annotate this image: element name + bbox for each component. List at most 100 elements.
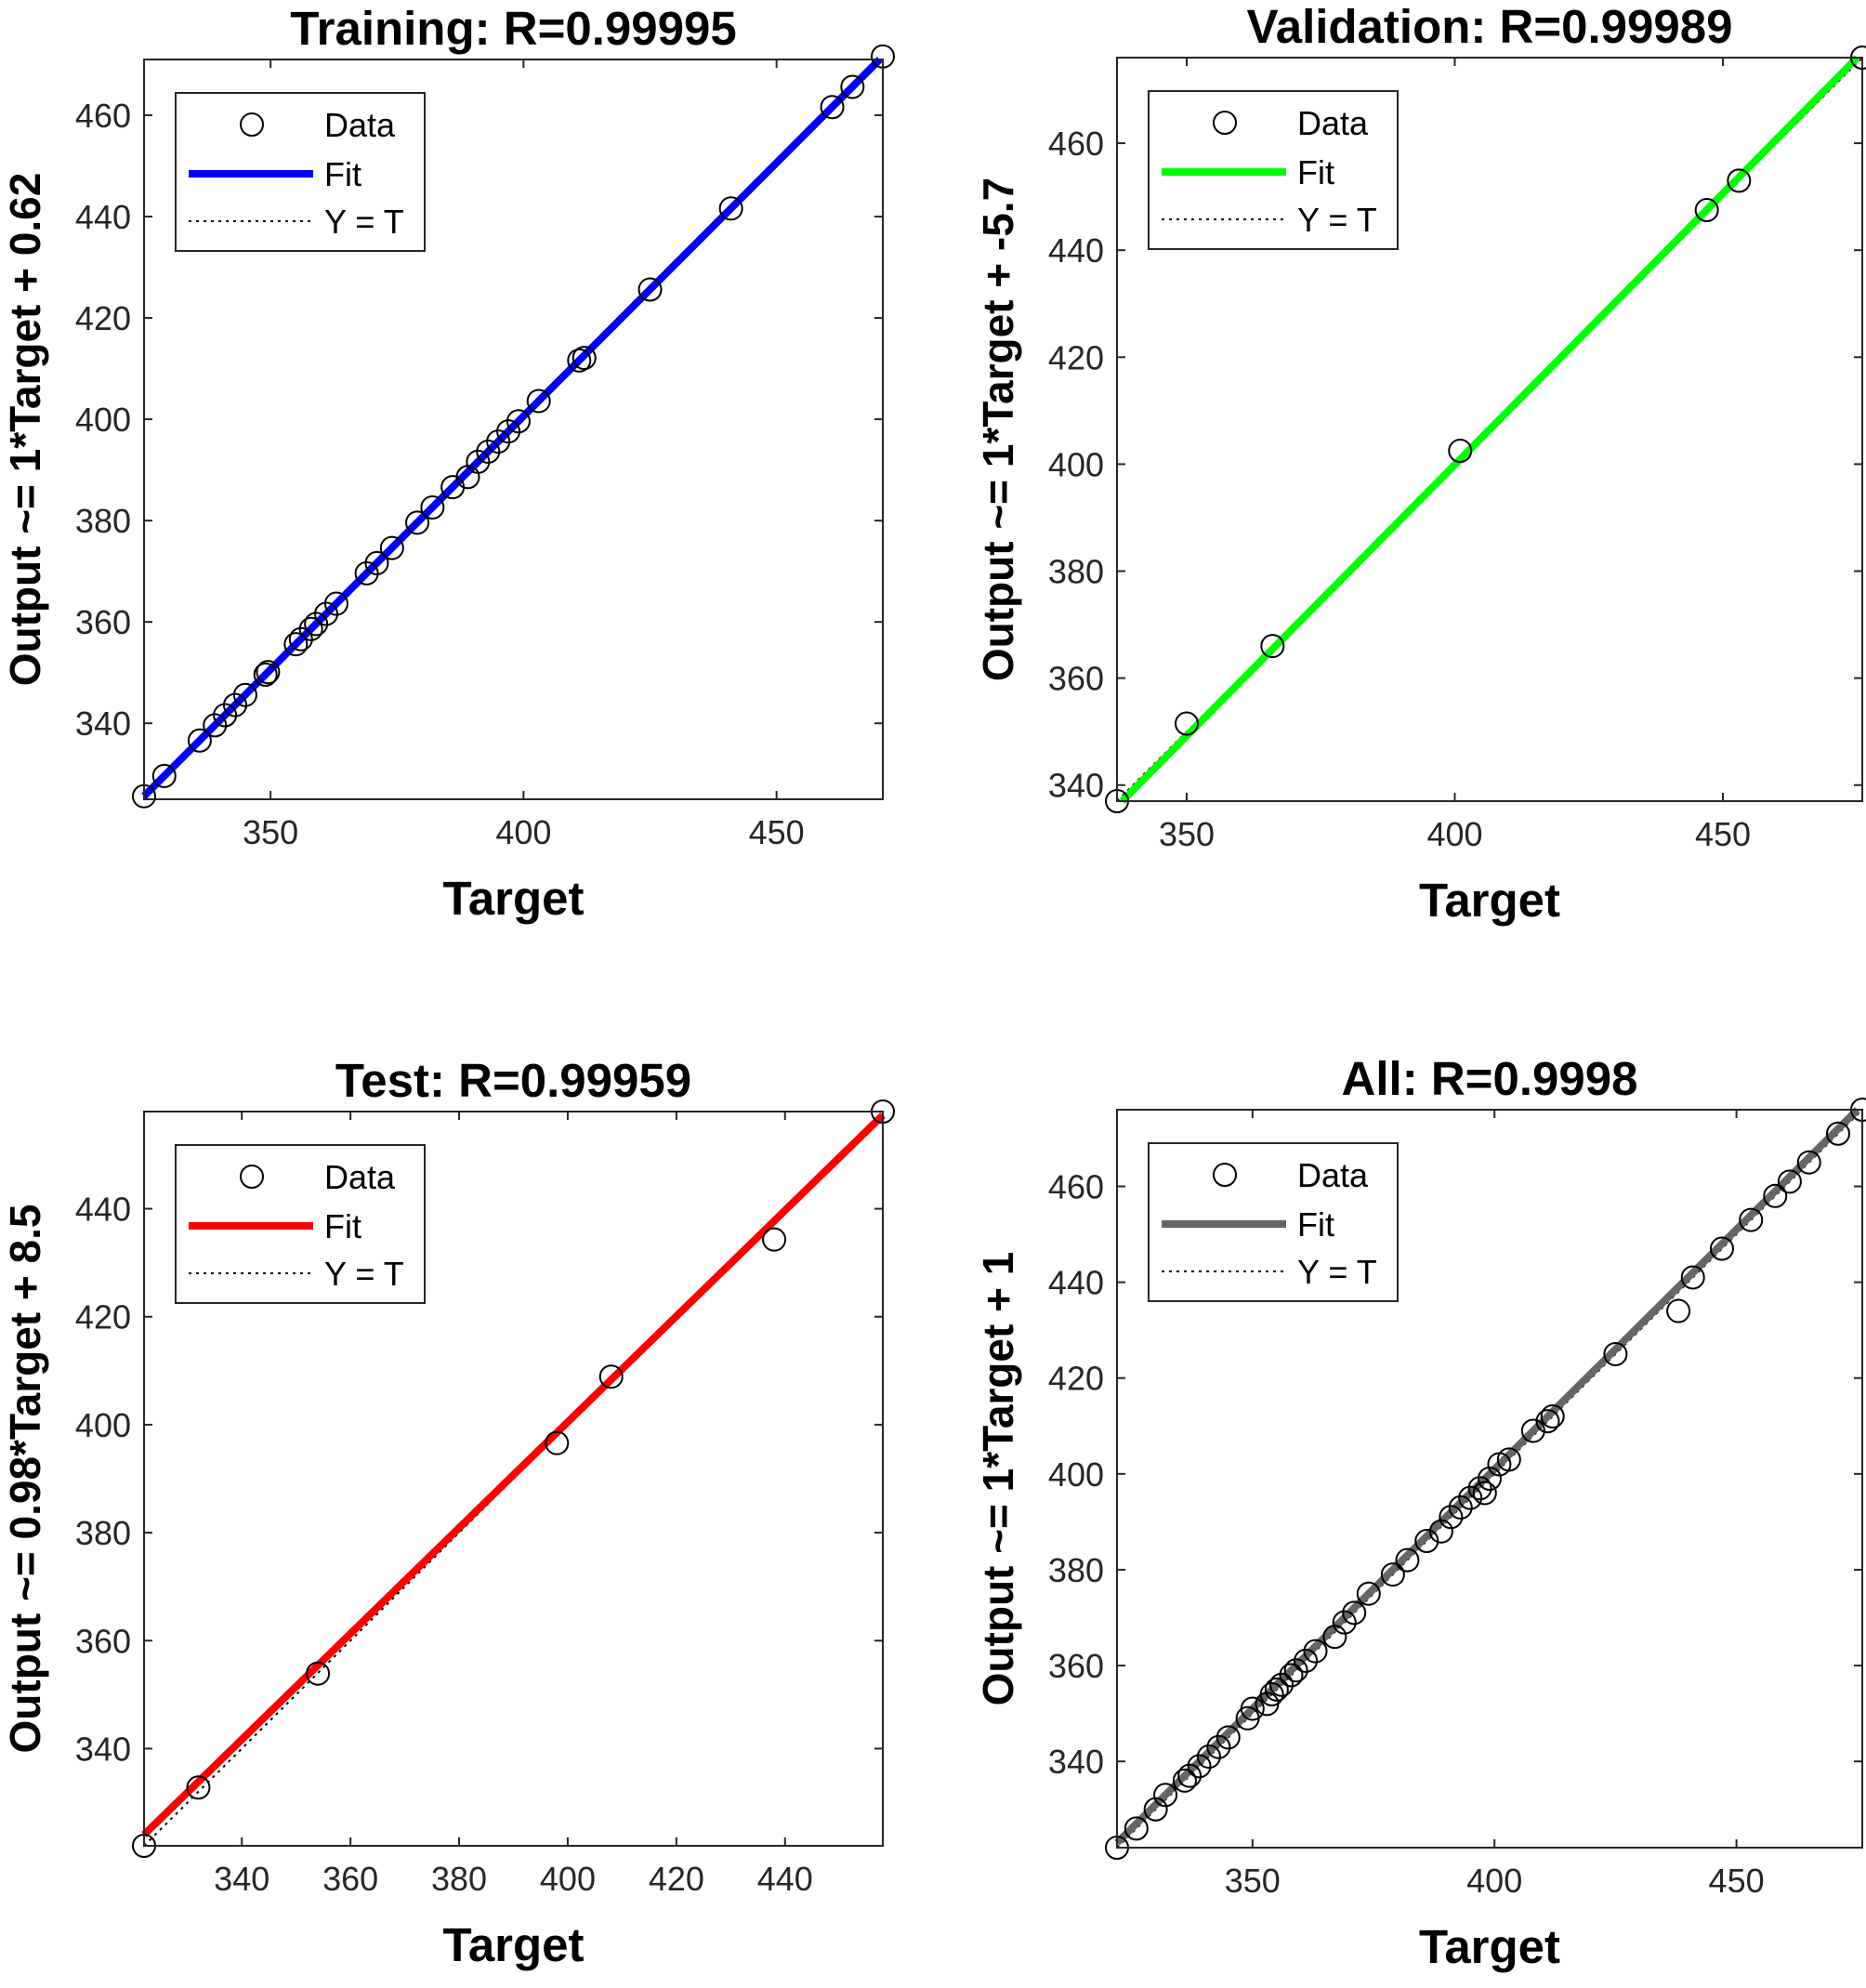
data-point (379, 535, 404, 560)
x-axis-label: Target (442, 872, 584, 925)
data-point (1540, 1403, 1565, 1428)
x-tick-label: 450 (749, 813, 805, 851)
x-tick-label: 380 (431, 1860, 487, 1898)
y-tick-label: 400 (1048, 445, 1104, 483)
data-point (1825, 1121, 1850, 1146)
data-point (486, 429, 511, 454)
y-axis-label: Output ~= 1*Target + -5.7 (974, 178, 1022, 681)
legend-data-marker (1213, 1163, 1237, 1187)
y-tick-label: 400 (1048, 1455, 1104, 1494)
data-point (637, 277, 663, 302)
data-point (1739, 1207, 1764, 1232)
data-point (1395, 1547, 1420, 1573)
y-axis-label: Output ~= 0.98*Target + 8.5 (1, 1205, 49, 1754)
data-point (223, 692, 248, 718)
data-point (1448, 439, 1473, 464)
legend-data-marker (240, 1165, 264, 1189)
data-point (1172, 1768, 1197, 1793)
data-point (1143, 1797, 1168, 1822)
data-point (232, 682, 257, 707)
data-point (496, 419, 521, 444)
y-tick-label: 400 (75, 401, 131, 439)
fit-line (141, 1112, 886, 1837)
legend-label-identity: Y = T (324, 1255, 404, 1293)
data-point (1196, 1744, 1221, 1770)
y-tick-label: 340 (1048, 1743, 1104, 1781)
data-point (1439, 1505, 1464, 1530)
x-tick-label: 450 (1709, 1862, 1765, 1900)
data-point (1187, 1754, 1212, 1779)
y-tick-label: 420 (75, 1298, 131, 1336)
data-point (1175, 711, 1200, 736)
data-point (323, 591, 348, 616)
legend-label-identity: Y = T (1297, 201, 1377, 239)
data-point (762, 1227, 787, 1252)
x-tick-label: 350 (1159, 815, 1215, 853)
legend: Data Fit Y = T (175, 92, 426, 252)
data-point (1240, 1696, 1265, 1721)
data-point (1269, 1672, 1294, 1697)
axes-frame (1116, 1109, 1863, 1849)
data-point (306, 1661, 331, 1686)
legend-label-fit: Fit (324, 1207, 361, 1245)
y-tick-label: 460 (1048, 1167, 1104, 1205)
chart-panel-4: 350 400 450 340 360 380 400 420 440 460 Data Fit Y =… (974, 1052, 1866, 1973)
legend: Data Fit Y = T (1148, 90, 1399, 250)
y-tick-label: 440 (75, 1191, 131, 1229)
data-point (354, 560, 379, 586)
data-point (1177, 1763, 1202, 1788)
chart-title: All: R=0.9998 (1342, 1052, 1638, 1105)
axes-frame (1116, 57, 1863, 802)
x-tick-label: 420 (649, 1860, 704, 1898)
data-point (1796, 1150, 1821, 1175)
chart-panel-3: 340 360 380 400 420 440 340 360 380 400 420 440 Data… (1, 1054, 895, 1971)
data-point (1264, 1677, 1289, 1702)
data-point (213, 703, 238, 728)
x-tick-label: 360 (322, 1860, 378, 1898)
chart-title: Test: R=0.99959 (335, 1054, 691, 1107)
y-tick-label: 440 (75, 198, 131, 236)
x-tick-label: 450 (1695, 815, 1751, 853)
y-tick-label: 420 (1048, 338, 1104, 376)
data-point (256, 660, 281, 685)
legend-label-data: Data (324, 1158, 396, 1196)
data-point (1478, 1467, 1502, 1491)
legend-label-fit: Fit (1297, 1205, 1334, 1244)
data-point (1709, 1236, 1734, 1261)
fit-line (141, 57, 883, 799)
y-tick-label: 440 (1048, 1264, 1104, 1302)
axes-frame (143, 59, 884, 800)
data-point (567, 348, 592, 373)
legend: Data Fit Y = T (175, 1144, 426, 1304)
y-tick-label: 340 (75, 704, 131, 743)
y-tick-label: 460 (1048, 125, 1104, 163)
data-point (598, 1364, 624, 1389)
data-point (187, 728, 212, 753)
data-point (314, 601, 339, 626)
data-point (1520, 1418, 1545, 1443)
chart-title: Training: R=0.99995 (290, 2, 736, 55)
y-tick-label: 380 (75, 1514, 131, 1552)
x-axis-label: Target (1419, 1920, 1560, 1973)
data-point (1458, 1485, 1483, 1510)
data-point (820, 95, 845, 120)
data-point (283, 632, 309, 657)
data-point (1342, 1600, 1367, 1626)
legend-label-identity: Y = T (324, 203, 404, 241)
data-point (840, 74, 865, 99)
data-point (1153, 1783, 1178, 1808)
y-tick-label: 360 (75, 603, 131, 641)
y-tick-label: 400 (75, 1406, 131, 1444)
y-tick-label: 460 (75, 97, 131, 135)
chart-panel-1: 350 400 450 340 360 380 400 420 440 460 Data Fit Y =… (1, 2, 895, 925)
data-point (718, 196, 743, 221)
data-point (1279, 1663, 1304, 1688)
data-point (364, 550, 389, 575)
axes-frame (143, 1111, 884, 1847)
x-tick-label: 400 (1426, 815, 1482, 853)
data-point (545, 1430, 570, 1455)
data-point (476, 439, 501, 464)
legend-label-identity: Y = T (1297, 1253, 1377, 1291)
data-point (1294, 1648, 1319, 1673)
